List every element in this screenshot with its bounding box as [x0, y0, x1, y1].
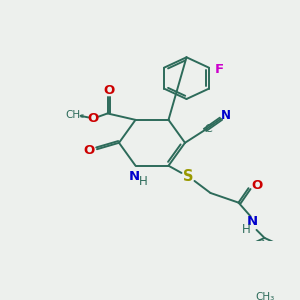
Text: H: H	[242, 224, 251, 236]
Text: S: S	[183, 169, 194, 184]
Text: O: O	[103, 85, 114, 98]
Text: N: N	[247, 215, 258, 228]
Text: H: H	[139, 175, 148, 188]
Text: O: O	[88, 112, 99, 125]
Text: N: N	[221, 109, 231, 122]
Text: O: O	[251, 179, 262, 192]
Text: CH₃: CH₃	[255, 292, 274, 300]
Text: O: O	[83, 143, 94, 157]
Text: CH₃: CH₃	[66, 110, 85, 120]
Text: C: C	[204, 124, 212, 134]
Text: N: N	[129, 170, 140, 183]
Text: F: F	[214, 63, 224, 76]
